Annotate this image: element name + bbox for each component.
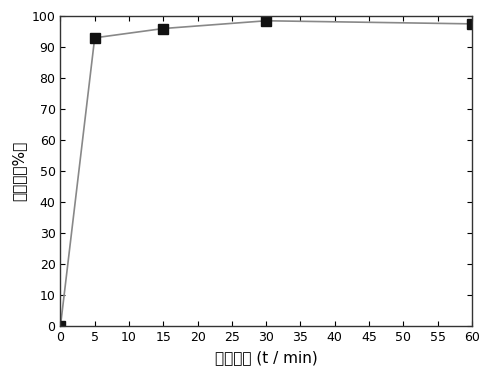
X-axis label: 反应时间 (t / min): 反应时间 (t / min) [215, 350, 318, 365]
Y-axis label: 去除率（%）: 去除率（%） [11, 141, 26, 202]
